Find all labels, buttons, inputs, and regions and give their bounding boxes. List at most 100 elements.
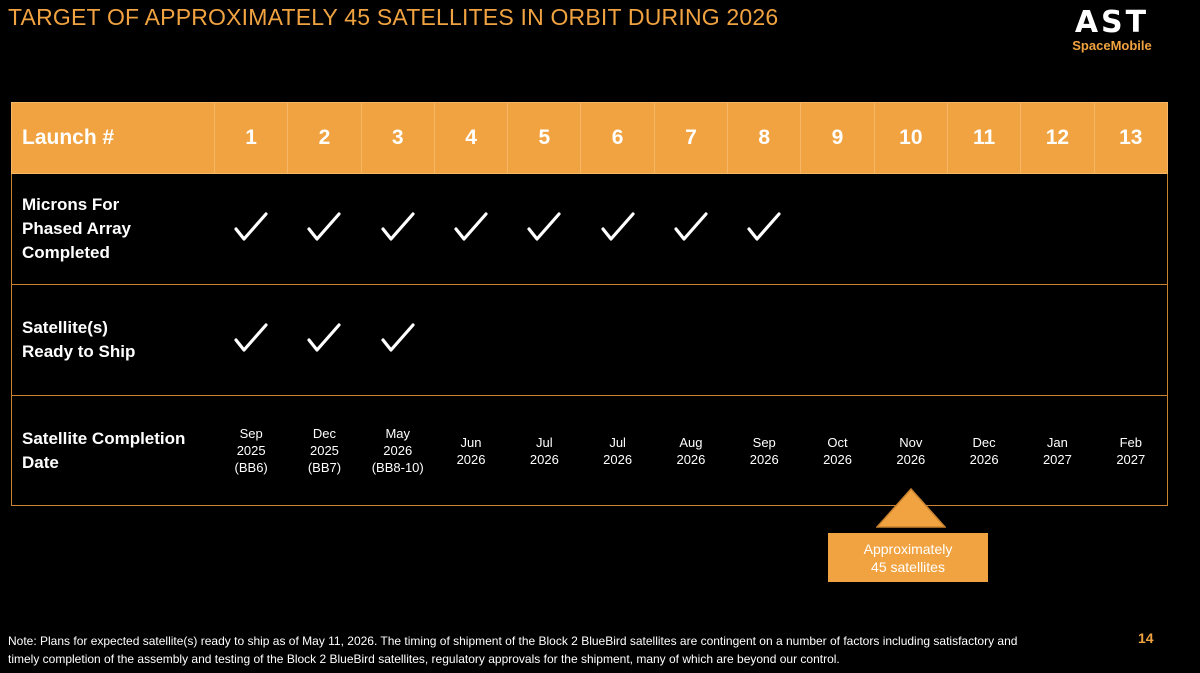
status-cell: [874, 173, 948, 285]
launch-number-12: 12: [1020, 102, 1095, 174]
completion-date-cell: Jul 2026: [580, 395, 655, 506]
completion-date-line: 2025: [309, 443, 339, 458]
launch-number-2: 2: [287, 102, 362, 174]
completion-date-cell: Nov 2026: [874, 395, 948, 506]
status-cell: [800, 173, 875, 285]
launch-number-10: 10: [873, 102, 948, 174]
status-cell: [800, 284, 875, 396]
completion-date-line: Jul: [536, 434, 553, 450]
launch-number-4: 4: [433, 102, 509, 174]
completion-date-line: 2026: [969, 451, 999, 467]
ast-spacemobile-logo: AST SpaceMobile: [1064, 6, 1160, 56]
completion-date-line: 2026: [529, 451, 559, 467]
checkmark-icon: [381, 322, 415, 352]
completion-date-line: Dec: [972, 434, 996, 450]
completion-date-line: Oct: [827, 434, 848, 450]
launch-header-row: Launch # 1 2 3 4 5 6 7 8 9 10 11 12 13: [11, 102, 1169, 174]
checkmark-icon: [601, 211, 635, 241]
status-cell: [287, 284, 362, 396]
completion-date-line: 2026: [383, 443, 413, 458]
completion-date-line: Jun: [460, 434, 482, 450]
status-cell: [1020, 173, 1095, 285]
launch-schedule-table: Launch # 1 2 3 4 5 6 7 8 9 10 11 12 13 Microns For P…: [11, 102, 1169, 506]
status-cell: [580, 173, 655, 285]
completion-date-line: 2026: [456, 451, 486, 467]
microns-row-label: Microns For Phased Array Completed: [11, 173, 215, 285]
launch-number-5: 5: [507, 102, 582, 174]
completion-date-row: Satellite Completion Date Sep 2025 (BB6) De…: [11, 395, 1169, 506]
status-cell: [434, 173, 508, 285]
completion-date-line: Jan: [1046, 434, 1068, 450]
completion-date-cell: Dec 2025 (BB7): [287, 395, 362, 506]
status-cell: [287, 173, 362, 285]
status-cell: [361, 284, 435, 396]
checkmark-icon: [234, 322, 268, 352]
completion-date-line: Nov: [899, 434, 923, 450]
status-cell: [580, 284, 655, 396]
completion-date-line: 2026: [676, 451, 706, 467]
callout-line-2: 45 satellites: [871, 559, 945, 575]
completion-date-line: Feb: [1119, 434, 1142, 450]
checkmark-icon: [454, 211, 488, 241]
ready-to-ship-row: Satellite(s) Ready to Ship: [11, 284, 1169, 396]
completion-date-line: May: [385, 426, 411, 441]
status-cell: [654, 284, 728, 396]
completion-date-line: Sep: [752, 434, 776, 450]
status-cell: [1094, 284, 1169, 396]
launch-number-11: 11: [946, 102, 1022, 174]
completion-date-line: 2027: [1042, 451, 1072, 467]
completion-date-line: Jul: [609, 434, 626, 450]
status-cell: [214, 173, 288, 285]
ready-row-label: Satellite(s) Ready to Ship: [11, 284, 215, 396]
completion-row-label: Satellite Completion Date: [11, 395, 215, 506]
microns-row: Microns For Phased Array Completed: [11, 173, 1169, 285]
footnote: Note: Plans for expected satellite(s) re…: [8, 634, 1018, 666]
status-cell: [947, 284, 1021, 396]
completion-date-line: 2026: [603, 451, 633, 467]
approx-45-satellites-callout: Approximately 45 satellites: [828, 533, 988, 582]
launch-number-8: 8: [727, 102, 802, 174]
completion-date-cell: Jun 2026: [434, 395, 508, 506]
completion-date-line: Dec: [312, 426, 336, 441]
completion-date-line: Sep: [239, 426, 263, 441]
status-cell: [1094, 173, 1169, 285]
completion-date-line: (BB7): [307, 460, 342, 475]
launch-number-9: 9: [800, 102, 875, 174]
status-cell: [727, 173, 801, 285]
launch-number-1: 1: [213, 102, 289, 174]
callout-line-1: Approximately: [863, 541, 953, 557]
checkmark-icon: [527, 211, 561, 241]
status-cell: [947, 173, 1021, 285]
status-cell: [654, 173, 728, 285]
slide-title: TARGET OF APPROXIMATELY 45 SATELLITES IN…: [8, 4, 779, 30]
status-cell: [361, 173, 435, 285]
status-cell: [874, 284, 948, 396]
completion-date-cell: Jul 2026: [507, 395, 581, 506]
logo-sub-text: SpaceMobile: [1072, 38, 1152, 53]
checkmark-icon: [307, 322, 342, 352]
callout-pointer-triangle: [876, 488, 946, 528]
completion-date-cell: Dec 2026: [947, 395, 1021, 506]
completion-date-cell: Feb 2027: [1094, 395, 1169, 506]
completion-date-cell: Oct 2026: [800, 395, 875, 506]
completion-date-cell: Sep 2025 (BB6): [214, 395, 288, 506]
completion-date-cell: Sep 2026: [727, 395, 801, 506]
checkmark-icon: [747, 211, 781, 241]
checkmark-icon: [234, 211, 268, 241]
launch-header-label: Launch #: [11, 102, 215, 174]
launch-number-13: 13: [1093, 102, 1169, 174]
status-cell: [507, 284, 581, 396]
completion-date-cell: Aug 2026: [654, 395, 728, 506]
completion-date-line: 2026: [749, 451, 779, 467]
status-cell: [727, 284, 801, 396]
completion-date-line: 2027: [1116, 451, 1146, 467]
checkmark-icon: [381, 211, 415, 241]
launch-number-6: 6: [580, 102, 655, 174]
completion-date-line: (BB6): [234, 460, 268, 475]
status-cell: [507, 173, 581, 285]
completion-date-line: 2025: [236, 443, 266, 458]
completion-date-cell: Jan 2027: [1020, 395, 1095, 506]
status-cell: [214, 284, 288, 396]
launch-number-7: 7: [653, 102, 729, 174]
status-cell: [1020, 284, 1095, 396]
